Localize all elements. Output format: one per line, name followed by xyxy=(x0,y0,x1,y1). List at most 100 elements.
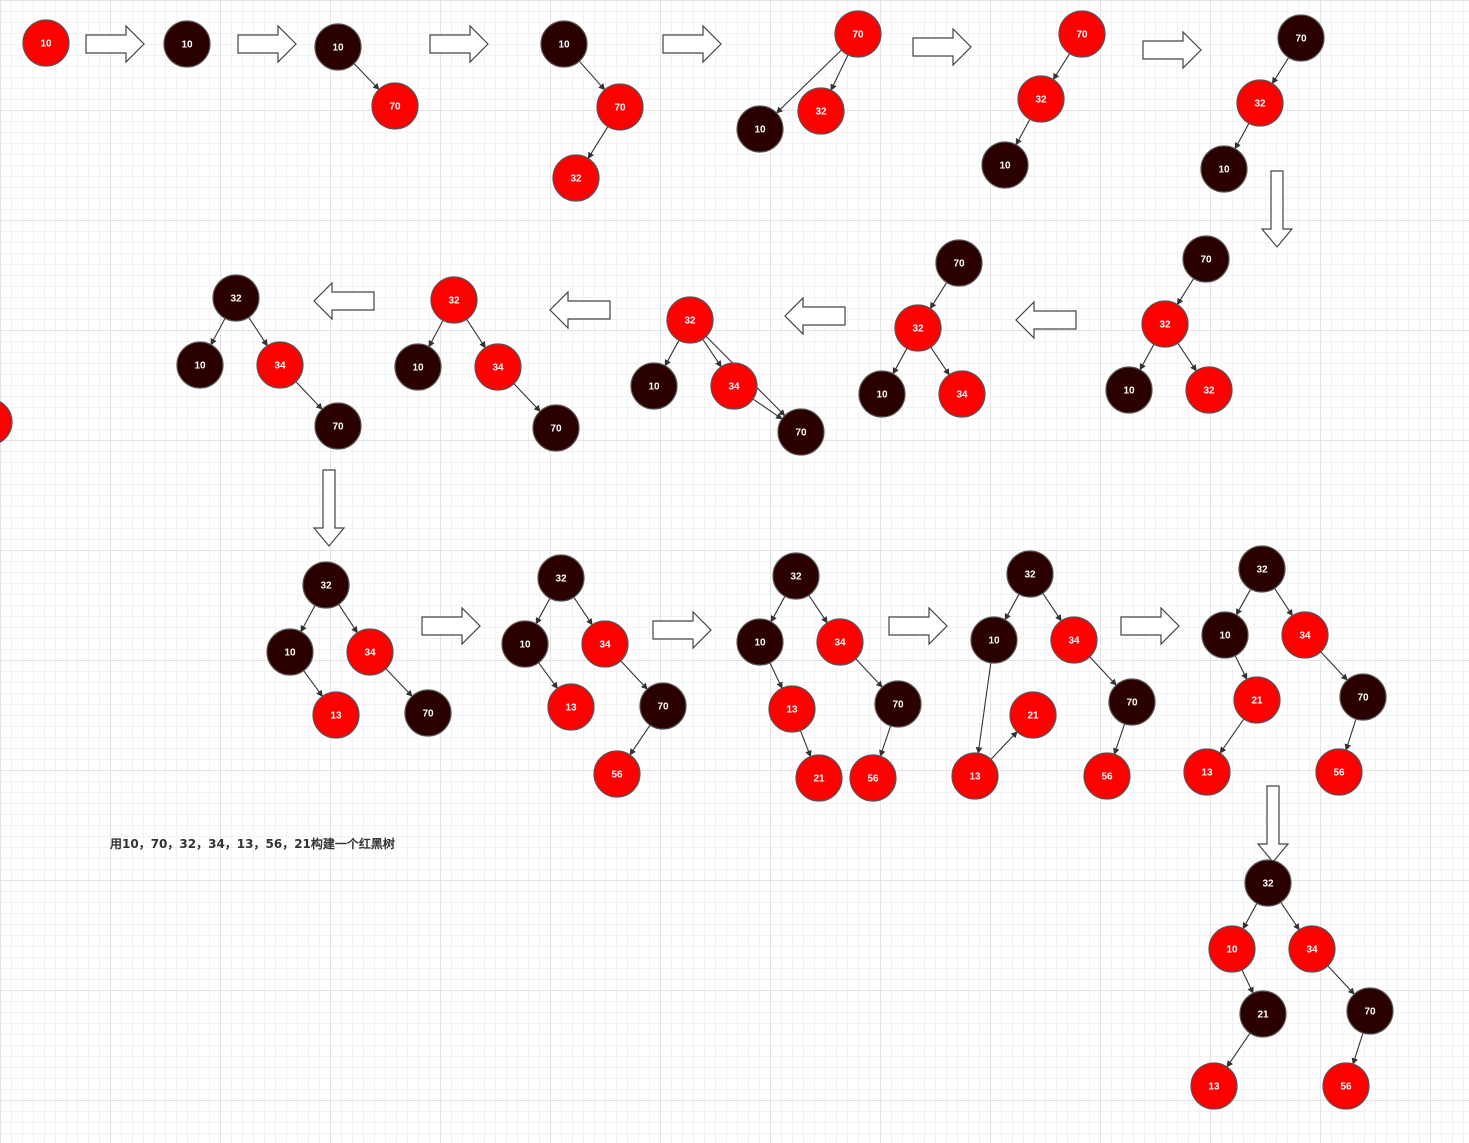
tree-node-red: 21 xyxy=(795,754,843,802)
tree-edge xyxy=(513,383,541,412)
node-circle xyxy=(212,274,260,322)
tree-node-black: 70 xyxy=(1346,987,1394,1035)
node-label: 13 xyxy=(969,772,981,783)
tree-node-black: 10 xyxy=(163,20,211,68)
tree-node-black: 10 xyxy=(736,105,784,153)
tree-edge xyxy=(1234,122,1250,150)
tree-node-black: 70 xyxy=(314,402,362,450)
node-circle xyxy=(1009,691,1057,739)
node-circle xyxy=(314,402,362,450)
tree-step-7: 70 32 10 xyxy=(1200,14,1325,193)
tree-node-red: 13 xyxy=(547,683,595,731)
node-circle xyxy=(1200,145,1248,193)
node-circle xyxy=(858,370,906,418)
node-label: 13 xyxy=(1208,1082,1220,1093)
tree-step-17: 32 10 34 21 70 13 56 xyxy=(1183,545,1387,796)
node-circle xyxy=(1277,14,1325,62)
tree-edge xyxy=(1219,718,1245,754)
tree-edge xyxy=(975,662,992,754)
step-arrow-down xyxy=(1256,785,1290,863)
tree-node-black: 10 xyxy=(394,343,442,391)
tree-edge xyxy=(769,662,783,689)
tree-edge xyxy=(428,320,444,348)
tree-node-black: 10 xyxy=(501,620,549,668)
tree-node-red: 32 xyxy=(894,304,942,352)
tree-node-black: 70 xyxy=(532,404,580,452)
node-circle xyxy=(314,23,362,71)
node-label: 34 xyxy=(728,382,740,393)
node-circle xyxy=(596,83,644,131)
node-label: 34 xyxy=(834,638,846,649)
diagram-caption: 用10，70，32，34，13，56，21构建一个红黑树 xyxy=(110,837,395,851)
tree-node-black: 32 xyxy=(1238,545,1286,593)
node-label: 70 xyxy=(1076,30,1088,41)
node-label: 34 xyxy=(492,363,504,374)
tree-node-black: 10 xyxy=(314,23,362,71)
node-circle xyxy=(795,754,843,802)
node-label: 34 xyxy=(1299,631,1311,642)
step-arrow-right xyxy=(237,24,297,64)
node-label: 10 xyxy=(194,361,206,372)
node-label: 10 xyxy=(754,638,766,649)
tree-node-black: 10 xyxy=(266,628,314,676)
node-label: 34 xyxy=(599,640,611,651)
tree-edge xyxy=(808,594,828,624)
node-circle xyxy=(1201,611,1249,659)
tree-edge xyxy=(338,603,358,634)
node-circle xyxy=(394,343,442,391)
tree-node-black: 10 xyxy=(1200,145,1248,193)
node-label: 56 xyxy=(1333,768,1345,779)
node-circle xyxy=(593,750,641,798)
node-circle xyxy=(849,754,897,802)
node-label: 10 xyxy=(332,43,344,54)
tree-step-9: 70 32 10 34 xyxy=(858,239,986,418)
node-circle xyxy=(1339,673,1387,721)
node-circle xyxy=(894,304,942,352)
tree-node-red: 34 xyxy=(1050,616,1098,664)
node-label: 32 xyxy=(1159,320,1171,331)
tree-edge xyxy=(1327,965,1355,995)
tree-node-red: 34 xyxy=(581,620,629,668)
node-circle xyxy=(1208,925,1256,973)
tree-edge xyxy=(1235,588,1252,616)
tree-step-6: 70 32 10 xyxy=(981,10,1106,189)
node-label: 70 xyxy=(1357,693,1369,704)
node-label: 70 xyxy=(614,103,626,114)
node-circle xyxy=(1185,366,1233,414)
tree-node-red: 34 xyxy=(474,343,522,391)
tree-edge xyxy=(990,731,1018,760)
node-label: 32 xyxy=(1262,879,1274,890)
node-label: 10 xyxy=(754,125,766,136)
tree-node-red: 34 xyxy=(256,341,304,389)
node-label: 32 xyxy=(570,174,582,185)
tree-node-black: 70 xyxy=(777,408,825,456)
node-label: 70 xyxy=(852,30,864,41)
node-circle xyxy=(404,689,452,737)
tree-edge xyxy=(1052,53,1071,81)
tree-node-red: 34 xyxy=(346,628,394,676)
tree-edge xyxy=(1004,593,1020,621)
tree-edge xyxy=(1089,656,1117,686)
tree-node-black: 32 xyxy=(1244,859,1292,907)
node-label: 10 xyxy=(1123,386,1135,397)
node-label: 10 xyxy=(988,636,1000,647)
tree-edge xyxy=(702,338,722,368)
node-circle xyxy=(430,276,478,324)
tree-edge xyxy=(1015,118,1031,146)
tree-step-1: 10 xyxy=(22,19,70,67)
tree-node-black: 10 xyxy=(858,370,906,418)
node-circle xyxy=(1108,678,1156,726)
tree-edge xyxy=(578,60,606,91)
tree-step-11: 32 10 34 70 xyxy=(394,276,580,452)
node-circle xyxy=(1346,987,1394,1035)
tree-node-red: 70 xyxy=(371,82,419,130)
tree-edge xyxy=(1242,902,1258,930)
tree-node-red: 21 xyxy=(1009,691,1057,739)
node-circle xyxy=(816,618,864,666)
tree-node-black: 70 xyxy=(1277,14,1325,62)
node-circle xyxy=(777,408,825,456)
node-label: 32 xyxy=(230,294,242,305)
tree-step-4: 10 70 32 xyxy=(540,20,644,202)
node-label: 70 xyxy=(1200,255,1212,266)
node-label: 70 xyxy=(1126,698,1138,709)
